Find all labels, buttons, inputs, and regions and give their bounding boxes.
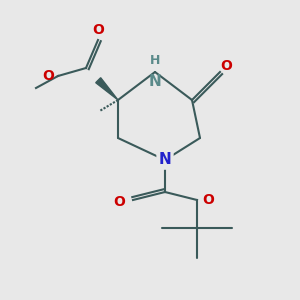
Text: N: N [159,152,171,167]
Text: O: O [220,59,232,73]
Text: O: O [202,193,214,207]
Polygon shape [96,78,118,100]
Text: H: H [150,53,160,67]
Text: O: O [92,23,104,37]
Text: O: O [42,69,54,83]
Text: N: N [148,74,161,89]
Text: O: O [113,195,125,209]
